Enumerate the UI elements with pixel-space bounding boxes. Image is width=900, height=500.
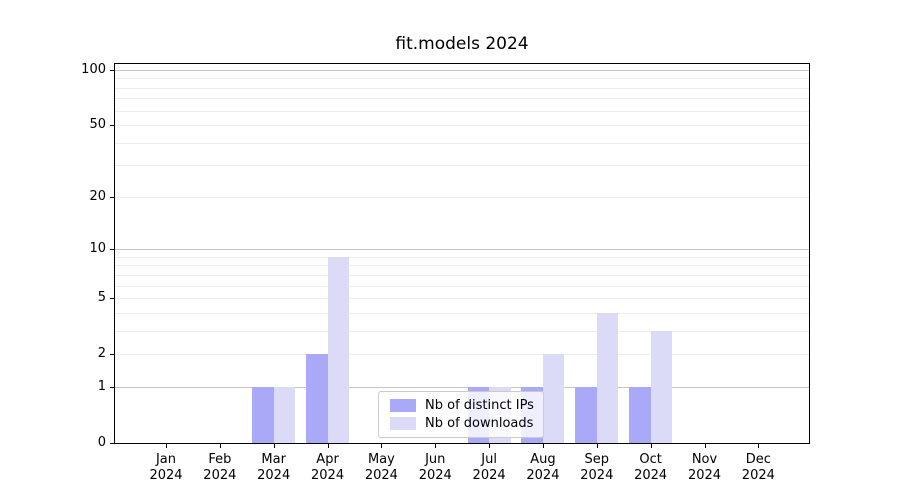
y-gridline-minor <box>115 165 809 167</box>
bar-nb-of-distinct-ips <box>629 386 651 443</box>
x-axis-tick-label: Jun 2024 <box>403 452 467 484</box>
y-gridline-minor <box>115 312 809 314</box>
x-axis-tick-year: 2024 <box>526 468 560 483</box>
bar-nb-of-downloads <box>650 330 673 443</box>
y-axis-tick-label: 100 <box>81 62 106 77</box>
x-axis-tick-label: Feb 2024 <box>188 452 252 484</box>
y-gridline-major <box>115 386 809 388</box>
bar-nb-of-distinct-ips <box>306 354 328 443</box>
x-axis-tick <box>704 444 706 448</box>
x-axis-tick-year: 2024 <box>311 468 345 483</box>
y-gridline-minor <box>115 256 809 258</box>
y-axis-tick-label: 20 <box>89 188 106 204</box>
x-axis-tick <box>435 444 437 448</box>
legend-swatch-downloads <box>390 417 416 430</box>
x-axis-tick-label: Jan 2024 <box>134 452 198 484</box>
x-axis-tick <box>650 444 652 448</box>
bar-nb-of-distinct-ips <box>252 386 274 443</box>
x-axis-tick-year: 2024 <box>580 468 614 483</box>
x-axis-tick <box>219 444 221 448</box>
x-axis-tick <box>489 444 491 448</box>
x-axis-tick-year: 2024 <box>687 468 722 483</box>
y-gridline-minor <box>115 285 809 287</box>
x-axis-tick <box>381 444 383 448</box>
x-axis-tick <box>596 444 598 448</box>
y-axis-tick <box>110 386 114 388</box>
y-axis-tick <box>110 70 114 71</box>
y-gridline-minor <box>115 298 809 300</box>
x-axis-tick-label: Apr 2024 <box>296 452 360 484</box>
bar-nb-of-downloads <box>542 354 565 443</box>
y-gridline-minor <box>115 125 809 127</box>
y-axis-tick-label: 0 <box>97 435 106 450</box>
y-gridline-minor <box>115 330 809 332</box>
y-gridline-minor <box>115 78 809 80</box>
y-axis-tick-label: 5 <box>97 290 106 306</box>
x-axis-tick-year: 2024 <box>741 468 775 483</box>
chart-title: fit.models 2024 <box>395 34 529 54</box>
x-axis-tick-label: Aug 2024 <box>511 452 575 484</box>
y-gridline-minor <box>115 142 809 144</box>
y-gridline-minor <box>115 354 809 356</box>
y-gridline-minor <box>115 274 809 276</box>
x-axis-tick <box>327 444 329 448</box>
x-axis-tick-label: Oct 2024 <box>619 452 683 484</box>
x-axis-tick-year: 2024 <box>634 468 668 483</box>
y-gridline-minor <box>115 265 809 267</box>
y-axis-tick-label: 50 <box>89 117 106 133</box>
x-axis-tick-year: 2024 <box>418 468 452 483</box>
legend-swatch-distinct-ips <box>390 399 416 412</box>
x-axis-tick-label: Jul 2024 <box>457 452 521 484</box>
x-axis-tick <box>166 444 167 448</box>
y-axis-tick-label: 2 <box>97 346 106 362</box>
x-axis-tick-label: May 2024 <box>349 452 413 484</box>
x-axis-tick-label: Sep 2024 <box>565 452 629 484</box>
bar-nb-of-distinct-ips <box>575 386 597 443</box>
legend-label-distinct-ips: Nb of distinct IPs <box>425 398 534 413</box>
y-axis-tick <box>110 249 114 251</box>
x-axis-tick-year: 2024 <box>257 468 291 483</box>
y-axis-tick <box>110 298 114 300</box>
x-axis-tick-year: 2024 <box>472 468 506 483</box>
y-gridline-minor <box>115 196 809 198</box>
legend-item-distinct-ips: Nb of distinct IPs <box>386 398 536 413</box>
y-axis-tick-label: 1 <box>97 378 106 394</box>
x-axis-tick <box>542 444 544 448</box>
x-axis-tick-label: Nov 2024 <box>673 452 737 484</box>
bar-nb-of-downloads <box>273 386 296 443</box>
y-gridline-major <box>115 249 809 251</box>
x-axis-tick <box>273 444 275 448</box>
y-axis-tick <box>110 125 114 127</box>
x-axis-tick-year: 2024 <box>203 468 237 483</box>
bar-nb-of-downloads <box>596 312 619 443</box>
y-axis-tick-label: 10 <box>89 241 106 257</box>
bar-nb-of-downloads <box>327 256 350 443</box>
y-gridline-minor <box>115 98 809 100</box>
legend: Nb of distinct IPs Nb of downloads <box>378 391 544 438</box>
x-axis-tick-year: 2024 <box>364 468 398 483</box>
x-axis-tick-year: 2024 <box>149 468 183 483</box>
x-axis-tick-label: Mar 2024 <box>242 452 306 484</box>
y-gridline-minor <box>115 110 809 112</box>
y-axis-tick <box>110 443 114 444</box>
y-axis-tick <box>110 196 114 198</box>
y-gridline-major <box>115 70 809 71</box>
legend-label-downloads: Nb of downloads <box>425 416 534 431</box>
x-axis-tick <box>758 444 760 448</box>
y-gridline-minor <box>115 87 809 89</box>
y-axis-tick <box>110 354 114 356</box>
x-axis-tick-label: Dec 2024 <box>726 452 790 484</box>
legend-item-downloads: Nb of downloads <box>386 416 536 431</box>
